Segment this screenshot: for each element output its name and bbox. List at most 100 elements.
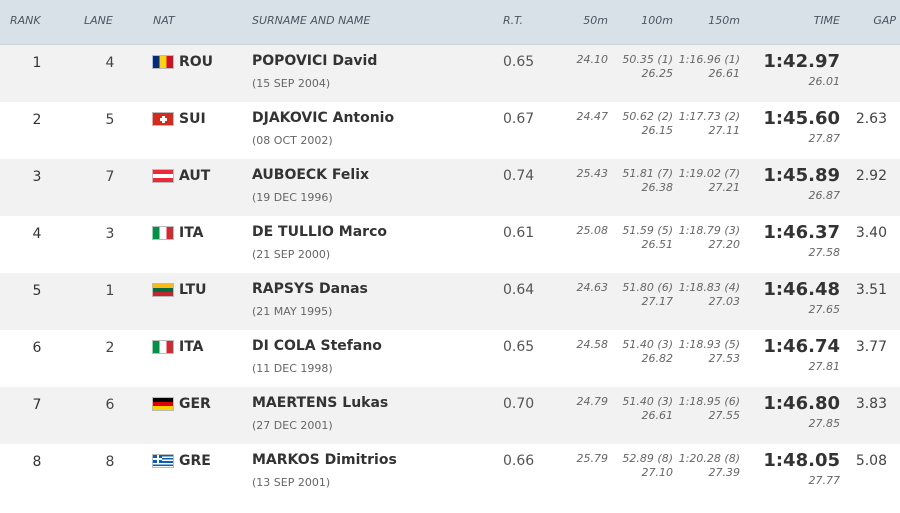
split-50m: 25.08 [576, 224, 609, 237]
split-100m: 51.40 (3) [622, 395, 673, 408]
lap-150m: 27.53 [708, 352, 741, 365]
lap-150m: 26.61 [708, 67, 741, 80]
final-time: 1:46.48 [763, 279, 840, 300]
birth-date: (15 SEP 2004) [252, 77, 331, 90]
lap-150m: 27.55 [708, 409, 741, 422]
lap-150m: 27.03 [708, 295, 741, 308]
header-50m: 50m [583, 14, 608, 27]
rank-cell: 2 [32, 112, 42, 128]
lap-200m: 27.81 [808, 360, 841, 373]
birth-date: (21 SEP 2000) [252, 248, 331, 261]
lane-cell: 3 [105, 226, 115, 242]
header-lane: LANE [84, 14, 113, 27]
final-time: 1:42.97 [763, 51, 840, 72]
gap-cell: 2.92 [855, 168, 887, 184]
flag-icon [152, 112, 174, 126]
birth-date: (11 DEC 1998) [252, 362, 333, 375]
rank-cell: 3 [32, 169, 42, 185]
gap-cell: 3.40 [855, 225, 887, 241]
split-150m: 1:17.73 (2) [678, 110, 740, 123]
final-time: 1:46.80 [763, 393, 840, 414]
lap-150m: 27.11 [708, 124, 741, 137]
final-time: 1:45.60 [763, 108, 840, 129]
nation-code: GRE [179, 453, 211, 469]
birth-date: (13 SEP 2001) [252, 476, 331, 489]
table-row: 1 4 ROU POPOVICI David (15 SEP 2004) 0.65 24.1… [0, 45, 900, 102]
gap-cell: 5.08 [855, 453, 887, 469]
header-rank: RANK [10, 14, 41, 27]
nation-code: ITA [179, 339, 204, 355]
lane-cell: 4 [105, 55, 115, 71]
lane-cell: 1 [105, 283, 115, 299]
rank-cell: 8 [32, 454, 42, 470]
header-100m: 100m [641, 14, 673, 27]
athlete-name: DI COLA Stefano [252, 338, 382, 354]
nation-code: ROU [179, 54, 214, 70]
nation-code: SUI [179, 111, 206, 127]
table-row: 5 1 LTU RAPSYS Danas (21 MAY 1995) 0.64 24.63 5… [0, 273, 900, 330]
lap-150m: 27.20 [708, 238, 741, 251]
athlete-name: AUBOECK Felix [252, 167, 370, 183]
reaction-time: 0.61 [503, 225, 535, 241]
lap-100m: 26.15 [641, 124, 674, 137]
split-50m: 24.63 [576, 281, 609, 294]
rank-cell: 5 [32, 283, 42, 299]
final-time: 1:45.89 [763, 165, 840, 186]
reaction-time: 0.74 [503, 168, 535, 184]
rank-cell: 6 [32, 340, 42, 356]
athlete-name: RAPSYS Danas [252, 281, 368, 297]
lap-200m: 26.87 [808, 189, 841, 202]
header-150m: 150m [708, 14, 740, 27]
nation-code: LTU [179, 282, 207, 298]
flag-icon [152, 55, 174, 69]
split-100m: 51.80 (6) [622, 281, 673, 294]
lap-100m: 26.38 [641, 181, 674, 194]
split-100m: 51.81 (7) [622, 167, 673, 180]
table-row: 7 6 GER MAERTENS Lukas (27 DEC 2001) 0.70 24.7… [0, 387, 900, 444]
header-time: TIME [813, 14, 840, 27]
header-gap: GAP [873, 14, 896, 27]
reaction-time: 0.70 [503, 396, 535, 412]
flag-icon [152, 226, 174, 240]
reaction-time: 0.65 [503, 339, 535, 355]
gap-cell: 3.77 [855, 339, 887, 355]
lap-150m: 27.39 [708, 466, 741, 479]
gap-cell: 3.83 [855, 396, 887, 412]
rank-cell: 1 [32, 55, 42, 71]
header-rt: R.T. [503, 14, 524, 27]
lap-200m: 26.01 [808, 75, 841, 88]
lap-150m: 27.21 [708, 181, 741, 194]
lap-200m: 27.85 [808, 417, 841, 430]
header-nat: NAT [153, 14, 175, 27]
rank-cell: 4 [32, 226, 42, 242]
split-150m: 1:18.79 (3) [678, 224, 740, 237]
lane-cell: 8 [105, 454, 115, 470]
reaction-time: 0.65 [503, 54, 535, 70]
flag-icon [152, 283, 174, 297]
final-time: 1:46.37 [763, 222, 840, 243]
final-time: 1:46.74 [763, 336, 840, 357]
reaction-time: 0.66 [503, 453, 535, 469]
lap-100m: 26.25 [641, 67, 674, 80]
table-header: RANK LANE NAT SURNAME AND NAME R.T. 50m … [0, 0, 900, 45]
birth-date: (27 DEC 2001) [252, 419, 333, 432]
flag-icon [152, 169, 174, 183]
gap-cell: 2.63 [855, 111, 887, 127]
lane-cell: 5 [105, 112, 115, 128]
table-row: 8 8 GRE MARKOS Dimitrios (13 SEP 2001) 0.66 25… [0, 444, 900, 501]
split-150m: 1:16.96 (1) [678, 53, 740, 66]
split-100m: 51.40 (3) [622, 338, 673, 351]
table-row: 6 2 ITA DI COLA Stefano (11 DEC 1998) 0.65 24.… [0, 330, 900, 387]
nation-code: AUT [179, 168, 211, 184]
lap-100m: 26.61 [641, 409, 674, 422]
lap-100m: 27.10 [641, 466, 674, 479]
table-row: 3 7 AUT AUBOECK Felix (19 DEC 1996) 0.74 25.43… [0, 159, 900, 216]
split-100m: 51.59 (5) [622, 224, 673, 237]
split-50m: 24.58 [576, 338, 609, 351]
lap-100m: 26.82 [641, 352, 674, 365]
split-50m: 25.43 [576, 167, 609, 180]
final-time: 1:48.05 [763, 450, 840, 471]
table-row: 2 5 SUI DJAKOVIC Antonio (08 OCT 2002) 0.67 24… [0, 102, 900, 159]
athlete-name: DJAKOVIC Antonio [252, 110, 395, 126]
